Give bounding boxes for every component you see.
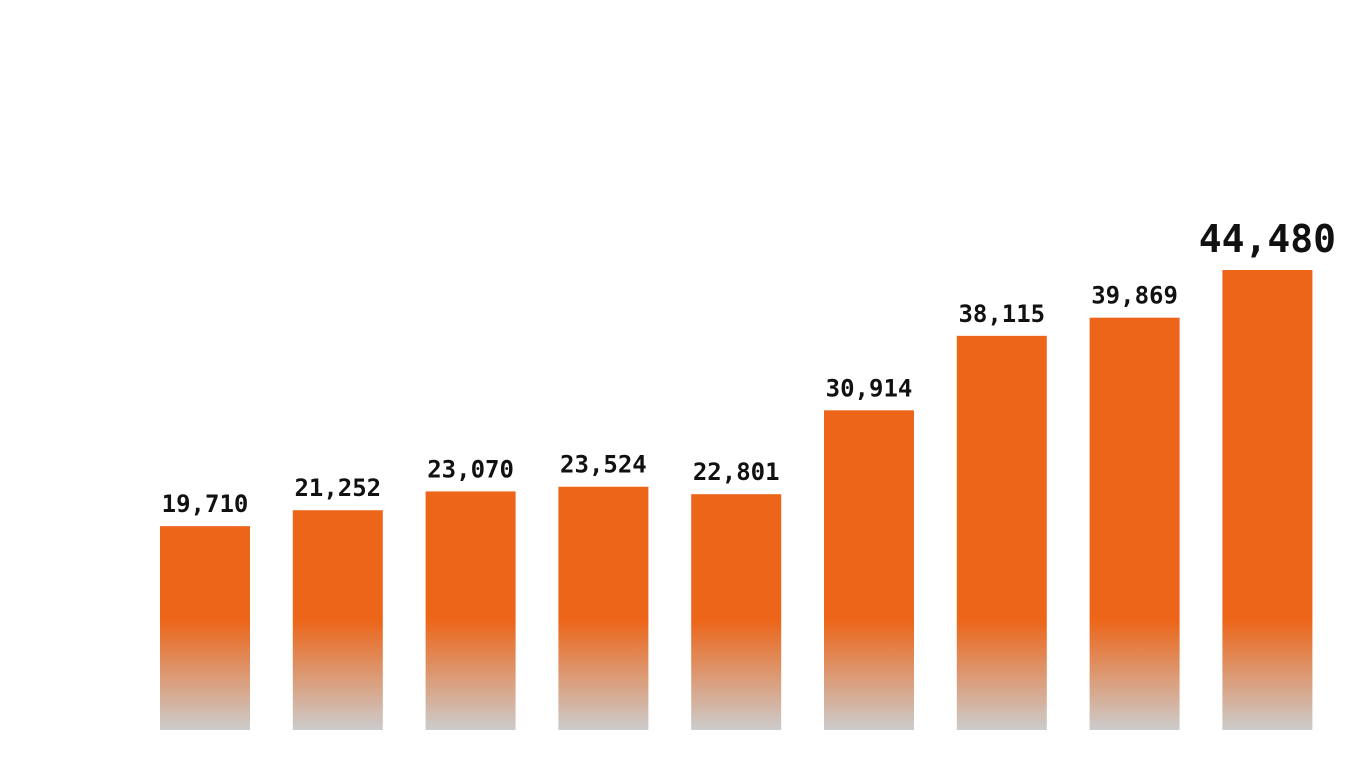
- bar-value-label: 19,710: [162, 490, 249, 518]
- bar: [558, 486, 649, 730]
- bar: [425, 491, 516, 730]
- bar-value-label: 44,480: [1199, 217, 1336, 261]
- value-labels-layer: 19,710 21,252 23,070 23,524 22,801 30,914 38,1…: [162, 217, 1336, 518]
- bar-value-label: 23,070: [427, 455, 514, 483]
- bar-value-label: 23,524: [560, 451, 647, 479]
- bar: [1222, 270, 1313, 730]
- bar-value-label: 21,252: [294, 474, 381, 502]
- bar: [956, 335, 1047, 730]
- bar: [691, 494, 782, 730]
- bar: [1089, 317, 1180, 730]
- bars-layer: [160, 270, 1313, 730]
- bar: [824, 410, 914, 730]
- bar-value-label: 39,869: [1091, 282, 1178, 310]
- bar: [160, 526, 250, 730]
- bar-value-label: 30,914: [826, 374, 913, 402]
- bar-value-label: 22,801: [693, 458, 780, 486]
- bar-value-label: 38,115: [958, 300, 1045, 328]
- bar: [292, 510, 383, 730]
